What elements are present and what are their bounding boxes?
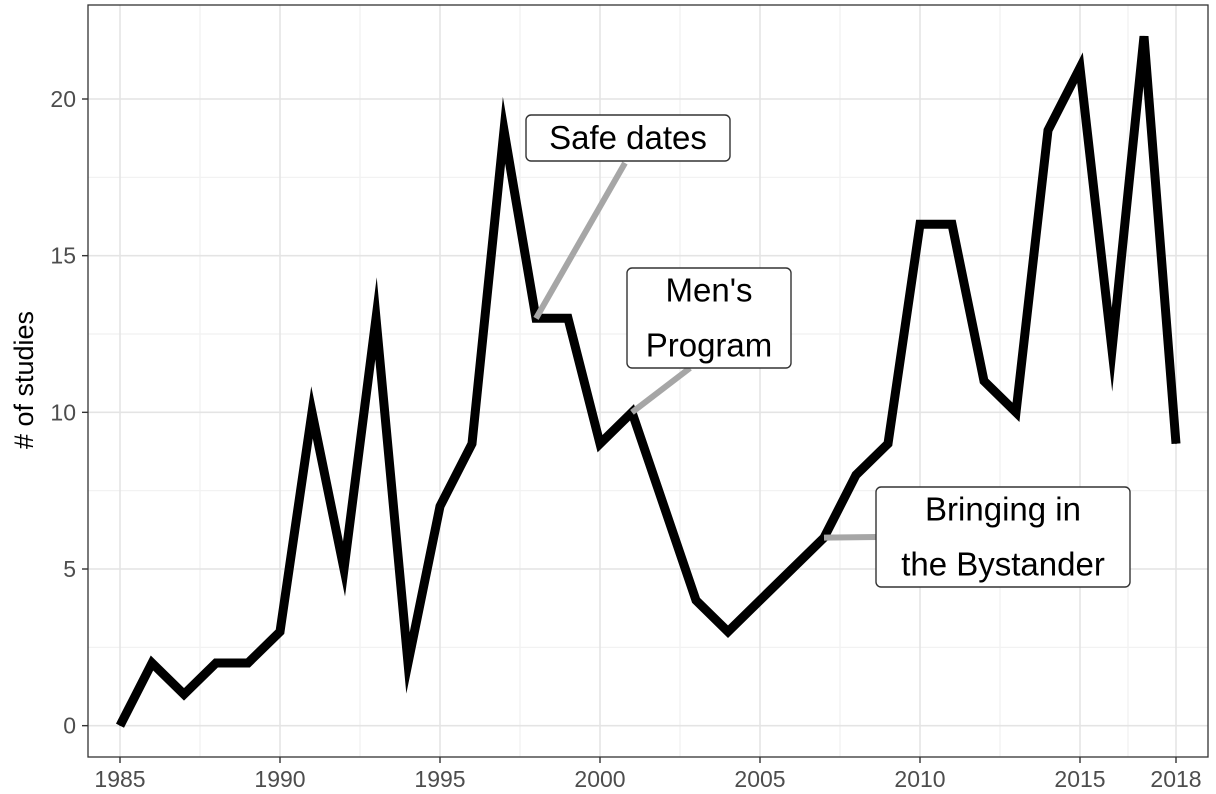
annotation-0: Safe dates: [525, 114, 731, 320]
annotation-layer: Safe dates Men's Program Bringing in the Bys…: [525, 114, 1131, 588]
annotation-text: Bringing in: [925, 491, 1081, 528]
data-point: [759, 599, 761, 601]
data-point: [247, 662, 249, 664]
data-point: [1015, 411, 1017, 413]
data-point: [471, 443, 473, 445]
annotation-box: [626, 267, 792, 369]
plot-panel-border: [87, 4, 1209, 758]
data-point: [919, 223, 921, 225]
annotation-connector: [533, 161, 628, 320]
data-point: [599, 443, 601, 445]
data-point: [695, 599, 697, 601]
y-tick-label: 5: [63, 556, 76, 582]
annotation-2: Bringing in the Bystander: [823, 486, 1131, 588]
data-point: [791, 568, 793, 570]
annotation-box: [525, 114, 731, 162]
data-point: [663, 505, 665, 507]
data-point: [407, 662, 409, 664]
data-point: [887, 443, 889, 445]
annotation-text: Program: [646, 327, 773, 364]
data-point: [183, 693, 185, 695]
data-point: [503, 129, 505, 131]
data-point: [727, 631, 729, 633]
data-point: [311, 411, 313, 413]
data-point: [375, 317, 377, 319]
annotation-text: Safe dates: [549, 119, 707, 156]
data-point: [567, 317, 569, 319]
data-point: [1079, 67, 1081, 69]
data-point: [1047, 129, 1049, 131]
data-point: [855, 474, 857, 476]
data-point: [1111, 349, 1113, 351]
annotation-text: Men's: [666, 272, 753, 309]
data-point: [151, 662, 153, 664]
data-point: [343, 568, 345, 570]
data-point: [1175, 443, 1177, 445]
annotation-connector: [823, 534, 878, 541]
annotation-1: Men's Program: [626, 267, 792, 415]
x-tick-label: 1995: [414, 766, 465, 792]
data-point: [119, 725, 121, 727]
data-point: [215, 662, 217, 664]
x-tick-label: 1990: [254, 766, 305, 792]
x-tick-label: 1985: [94, 766, 145, 792]
y-tick-label: 0: [63, 713, 76, 739]
y-axis-label: # of studies: [9, 311, 39, 449]
annotation-connector: [630, 365, 692, 415]
y-axis-tick-labels: 0 5 10 15 20: [50, 86, 76, 739]
data-point: [983, 380, 985, 382]
y-tick-label: 10: [50, 399, 76, 425]
x-tick-label: 2000: [574, 766, 625, 792]
x-tick-label: 2018: [1150, 766, 1201, 792]
y-tick-label: 15: [50, 243, 76, 269]
x-axis-tick-labels: 1985 1990 1995 2000 2005 2010 2015 2018: [94, 766, 1201, 792]
y-tick-label: 20: [50, 86, 76, 112]
axis-ticks: [82, 98, 1177, 763]
data-point: [439, 505, 441, 507]
x-tick-label: 2015: [1054, 766, 1105, 792]
annotation-box: [875, 486, 1131, 588]
data-point: [1143, 35, 1145, 37]
data-point: [951, 223, 953, 225]
series-line-0: [115, 35, 1181, 728]
x-tick-label: 2005: [734, 766, 785, 792]
annotation-text: the Bystander: [901, 546, 1105, 583]
x-tick-label: 2010: [894, 766, 945, 792]
data-point: [279, 631, 281, 633]
